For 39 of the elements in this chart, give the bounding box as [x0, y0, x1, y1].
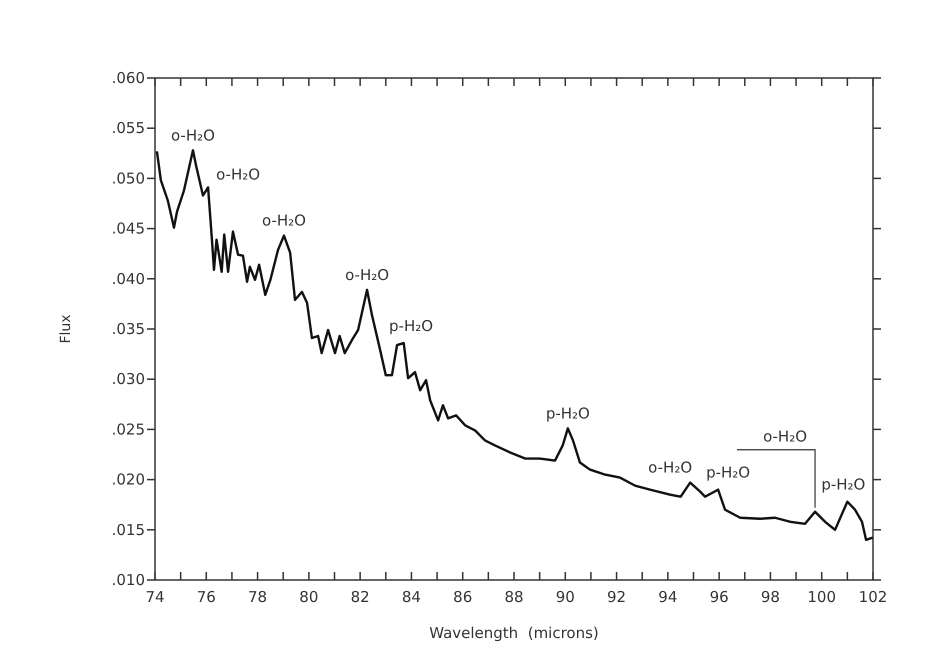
- y-tick-label: .060: [112, 69, 145, 87]
- x-tick-label: 74: [145, 588, 165, 606]
- x-axis-title: Wavelength (microns): [429, 624, 599, 642]
- x-tick-label: 102: [858, 588, 888, 606]
- x-tick-label: 80: [299, 588, 318, 606]
- x-tick-label: 78: [248, 588, 268, 606]
- y-tick-label: .025: [112, 420, 145, 438]
- x-tick-label: 94: [658, 588, 678, 606]
- y-tick-label: .045: [112, 220, 145, 238]
- x-tick-label: 96: [710, 588, 729, 606]
- y-tick-label: .030: [112, 370, 145, 388]
- y-tick-label: .010: [112, 571, 145, 589]
- y-tick-label: .050: [112, 169, 145, 188]
- annotation: p-H₂O: [546, 404, 590, 422]
- x-tick-label: 90: [556, 588, 575, 606]
- annotation: o-H₂O: [648, 458, 692, 477]
- y-tick-label: .040: [112, 270, 145, 288]
- y-tick-label: .020: [112, 470, 145, 489]
- annotation: o-H₂O: [216, 165, 260, 184]
- annotation: p-H₂O: [706, 464, 750, 482]
- annotation: o-H₂O: [262, 212, 306, 230]
- x-tick-label: 84: [402, 588, 421, 606]
- x-tick-label: 100: [807, 588, 836, 606]
- y-tick-label: .035: [112, 320, 145, 338]
- x-tick-label: 76: [196, 588, 216, 606]
- y-axis-title: Flux: [58, 314, 74, 344]
- x-tick-label: 82: [350, 588, 370, 606]
- annotation: o-H₂O: [763, 428, 808, 446]
- y-tick-label: .055: [112, 119, 145, 138]
- x-tick-label: 86: [453, 588, 472, 606]
- x-tick-label: 92: [607, 588, 626, 606]
- line-series: [156, 149, 874, 542]
- annotation: o-H₂O: [170, 126, 215, 144]
- annotation: o-H₂O: [345, 266, 390, 284]
- x-tick-label: 98: [760, 588, 780, 606]
- annotation: p-H₂O: [821, 476, 866, 494]
- annotation: p-H₂O: [389, 317, 434, 336]
- x-tick-label: 88: [504, 588, 524, 606]
- y-tick-label: .015: [112, 520, 145, 539]
